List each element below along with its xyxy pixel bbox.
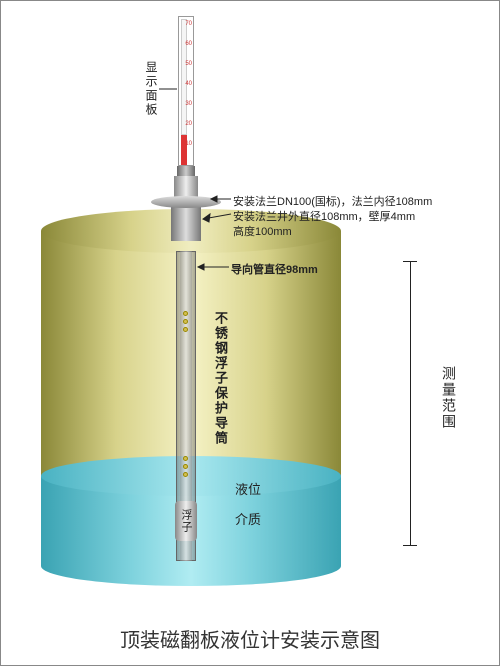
flange-neck [171, 206, 201, 241]
label-liquid-level: 液位 [235, 479, 261, 498]
scale-red-zone [181, 135, 187, 165]
scale-white-zone [181, 19, 187, 135]
label-medium: 介质 [235, 509, 261, 528]
measurement-bracket [403, 261, 417, 546]
label-flange-line3: 高度100mm [233, 223, 292, 239]
display-scale: 70 60 50 40 30 20 10 [178, 16, 194, 166]
tube-dots-lower [183, 456, 188, 480]
scale-tick: 10 [185, 141, 192, 147]
dot-icon [183, 464, 188, 469]
float: 浮子 [175, 501, 197, 541]
scale-tick: 30 [185, 101, 192, 107]
scale-tick: 20 [185, 121, 192, 127]
label-guide-diameter: 导向管直径98mm [231, 261, 318, 277]
dot-icon [183, 327, 188, 332]
label-protection-tube: 不锈钢浮子保护导筒 [211, 311, 230, 446]
dot-icon [183, 456, 188, 461]
flange-top [174, 176, 198, 198]
label-flange-line1: 安装法兰DN100(国标)，法兰内径108mm [233, 193, 432, 209]
bracket-bottom-cap [403, 545, 417, 546]
bracket-line [410, 261, 411, 546]
scale-tick: 70 [185, 21, 192, 27]
scale-tick: 40 [185, 81, 192, 87]
diagram-container: 浮子 70 60 50 40 30 20 10 显示面板 安装法兰DN100(国… [1, 1, 499, 665]
dot-icon [183, 311, 188, 316]
tube-dots-upper [183, 311, 188, 335]
float-label: 浮子 [178, 509, 194, 533]
scale-tick: 50 [185, 61, 192, 67]
label-measurement-range: 测量范围 [439, 366, 459, 430]
label-flange-line2: 安装法兰井外直径108mm，壁厚4mm [233, 208, 415, 224]
dot-icon [183, 319, 188, 324]
dot-icon [183, 472, 188, 477]
label-display-panel: 显示面板 [143, 61, 160, 117]
diagram-title: 顶装磁翻板液位计安装示意图 [1, 624, 499, 653]
scale-tick: 60 [185, 41, 192, 47]
flange-plate [151, 196, 221, 208]
